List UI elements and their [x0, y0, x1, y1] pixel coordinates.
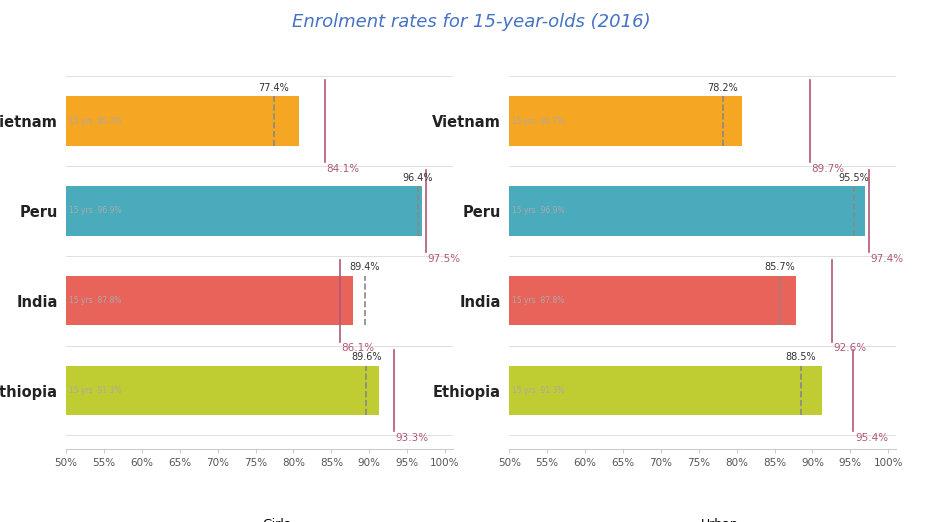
Text: 93.3%: 93.3% [396, 433, 429, 443]
Text: 77.4%: 77.4% [258, 82, 290, 93]
Text: 78.2%: 78.2% [707, 82, 738, 93]
Text: 84.1%: 84.1% [326, 164, 359, 174]
Text: 86.1%: 86.1% [341, 343, 374, 353]
Text: 97.4%: 97.4% [870, 254, 903, 264]
Text: 15 yrs  80.7%: 15 yrs 80.7% [69, 116, 122, 125]
Text: 15 yrs  96.9%: 15 yrs 96.9% [69, 206, 122, 216]
Text: Enrolment rates for 15-year-olds (2016): Enrolment rates for 15-year-olds (2016) [292, 13, 651, 31]
Text: 15 yrs  91.3%: 15 yrs 91.3% [69, 386, 122, 395]
Text: 15 yrs  91.3%: 15 yrs 91.3% [512, 386, 565, 395]
Text: 15 yrs  80.7%: 15 yrs 80.7% [512, 116, 565, 125]
Legend: Girls, Boys: Girls, Boys [222, 513, 297, 522]
Bar [66, 186, 422, 235]
Text: 96.4%: 96.4% [403, 173, 433, 183]
Bar [66, 366, 379, 415]
Text: 15 yrs  96.9%: 15 yrs 96.9% [512, 206, 565, 216]
Text: 92.6%: 92.6% [834, 343, 867, 353]
Text: 95.5%: 95.5% [838, 173, 869, 183]
Bar [66, 276, 353, 325]
Text: 15 yrs  87.8%: 15 yrs 87.8% [512, 296, 565, 305]
Text: 89.6%: 89.6% [351, 352, 382, 362]
Text: 15 yrs  87.8%: 15 yrs 87.8% [69, 296, 122, 305]
Text: 95.4%: 95.4% [855, 433, 888, 443]
Text: 85.7%: 85.7% [765, 263, 795, 272]
Text: 97.5%: 97.5% [427, 254, 461, 264]
Bar [509, 276, 796, 325]
Text: 88.5%: 88.5% [786, 352, 817, 362]
Bar [66, 97, 299, 146]
Bar [509, 186, 865, 235]
Text: 89.4%: 89.4% [350, 263, 380, 272]
Bar [509, 366, 822, 415]
Legend: Urban, Rural: Urban, Rural [661, 513, 744, 522]
Bar [509, 97, 742, 146]
Text: 89.7%: 89.7% [812, 164, 845, 174]
